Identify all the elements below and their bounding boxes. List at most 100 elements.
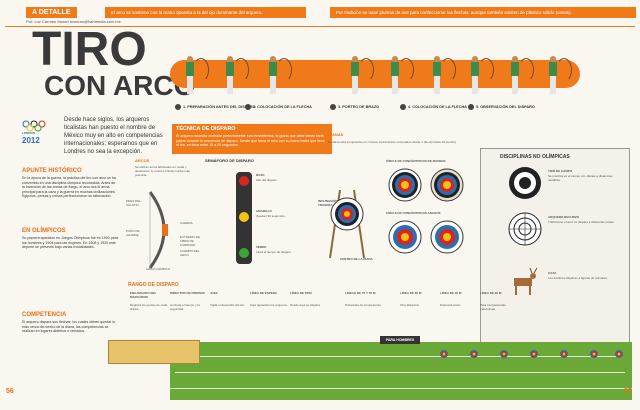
target-label-1: CÍRCULOS CONCÉNTRICOS DE MADERA [386,159,446,163]
competition-text: El arquero dispara sus flechas; los cual… [22,320,116,334]
step-number [245,104,251,110]
olympics-text: Su primera aparición en Juegos Olímpicos… [22,236,118,250]
bow-icon [556,58,572,82]
bow-text: Se utilizan arcos fabricados en metal y … [135,165,190,177]
field-target-icon [590,350,598,358]
non-olympic-heading: DISCIPLINAS NO OLÍMPICAS [500,154,570,160]
olympic-year: 2012 [22,136,40,145]
step-label: 4. COLOCACIÓN DE LA FLECHA [408,105,467,109]
technique-text: El arquero necesita controlar perfectame… [176,134,325,147]
bow-part-4: EXTREMO DE FIBRA DE CARBONO [180,235,200,247]
non-olympic-1-name: TIRO DE CAMPO [548,169,573,173]
range-item-name: DIRECTOR DE DISPARO [170,291,205,295]
target-face-small-icon [430,220,464,254]
archer-figure [510,56,520,94]
bow-icon [233,58,249,82]
archer-figure [432,56,442,94]
bow-part-2: PUÑO DE AGARRE [126,229,140,237]
technique-heading: TÉCNICA DE DISPARO [176,126,236,132]
bow-icon [478,58,494,82]
history-text: En la época de la guerra, la práctica de… [22,176,116,199]
semaphore-heading: SEMÁFORO DE DISPARO [205,158,254,163]
range-item-name: LÍNEA DE TIRO [290,291,312,295]
olympic-city: LONDON [22,131,35,135]
target-label-3: CENTRO DE LA DIANA [340,257,373,261]
yellow-light-icon [239,212,249,222]
bow-diagram-icon [148,191,168,269]
step-label: 3. PORTEO DE BRAZO [338,105,380,109]
range-item-text: Para competencias masculinas. [480,303,506,311]
range-item-text: Otra distancia. [400,303,420,307]
range-item-text: Vigila el desarrollo del tiro. [210,303,246,307]
olympic-rings-icon [22,120,46,132]
target-label-4: CÍRCULOS CONCÉNTRICOS ANCHOS [386,211,441,215]
history-heading: APUNTE HISTÓRICO [22,168,82,174]
field-target-icon [530,350,538,358]
shooting-field [170,342,632,400]
top-bar-left: El arco se sostiene con la mano opuesta … [105,7,306,18]
light-2-text: Quedan 30 segundos. [256,214,286,218]
archer-figure [548,56,558,94]
non-olympic-2-text: Tradicional, el arco se dispara a distan… [548,220,615,224]
top-bar-right: Por tradición se usan plumas de ave para… [330,7,636,18]
red-light-icon [239,176,249,186]
field-line [180,356,620,357]
light-3-text: Inicia el tiempo de disparo. [256,250,292,254]
competition-heading: COMPETENCIA [22,312,67,318]
stand-building [108,340,200,364]
light-2-name: AMARILLO [256,209,272,213]
step-label: 2. COLOCACIÓN DE LA FLECHA [253,105,312,109]
bow-icon [398,58,414,82]
range-item-text: Distancias de competencia. [345,303,382,307]
range-item-name: JUEZ [210,291,218,295]
archer-figure [185,56,195,94]
range-item-name: LÍNEA DE ESPERA [250,291,278,295]
bow-icon [193,58,209,82]
recurve-target-icon [508,212,542,246]
divider [5,26,635,27]
step-number [175,104,181,110]
target-face-icon [388,168,422,202]
range-item-name: LÍNEAS DE 70 Y 50 M [345,291,376,295]
archer-figure [390,56,400,94]
range-item-name: LÍNEA DE 30 M [440,291,462,295]
target-stand-icon [329,189,365,259]
range-item-name: LÍNEA DE 90 M [480,291,502,295]
range-sign: PARA HOMBRES [380,336,420,344]
bow-icon [440,58,456,82]
field-target-icon [509,167,541,199]
non-olympic-3-text: Los tiradores disparan a figuras de anim… [548,276,608,280]
author-credit: Por: Luz Carmen Moran lcmoran@harimedia.… [26,19,121,24]
field-target-icon [440,350,448,358]
target-face-wide-icon [388,220,422,254]
target-label-2: INCLINACIÓN TRASERA [318,199,338,207]
archer-figure [225,56,235,94]
bow-icon [518,58,534,82]
non-olympic-1-text: Se practica en el campo con dianas a dis… [548,174,613,182]
section-tab: A DETALLE [26,7,77,18]
range-item-name: LÍNEA DE 60 M [400,291,422,295]
non-olympic-2-name: ARQUERO RECURVO [548,215,580,219]
field-target-icon [560,350,568,358]
range-item-text: Registra los puntos de cada tirador. [130,303,168,311]
field-target-icon [470,350,478,358]
range-item-text: Controla el tiempo y la seguridad. [170,303,200,311]
bow-heading: ARCOS [135,158,150,163]
field-line [170,388,632,389]
range-item-name: ENCARGADO DEL MARCADOR [130,291,157,299]
olympics-heading: EN OLÍMPICOS [22,228,66,234]
targets-heading: DIANAS [328,132,344,137]
archer-figure [268,56,278,94]
range-item-text: Desde aquí se dispara. [290,303,321,307]
field-target-icon [615,350,623,358]
step-number [330,104,336,110]
field-target-icon [500,350,508,358]
light-1-text: Alto del disparo. [256,178,278,182]
archer-figure [350,56,360,94]
step-number [400,104,406,110]
non-olympic-3-name: CAZA [548,271,557,275]
green-light-icon [239,248,249,258]
range-heading: RANGO DE DISPARO [128,282,179,288]
range-item-text: Distancia corta. [440,303,461,307]
